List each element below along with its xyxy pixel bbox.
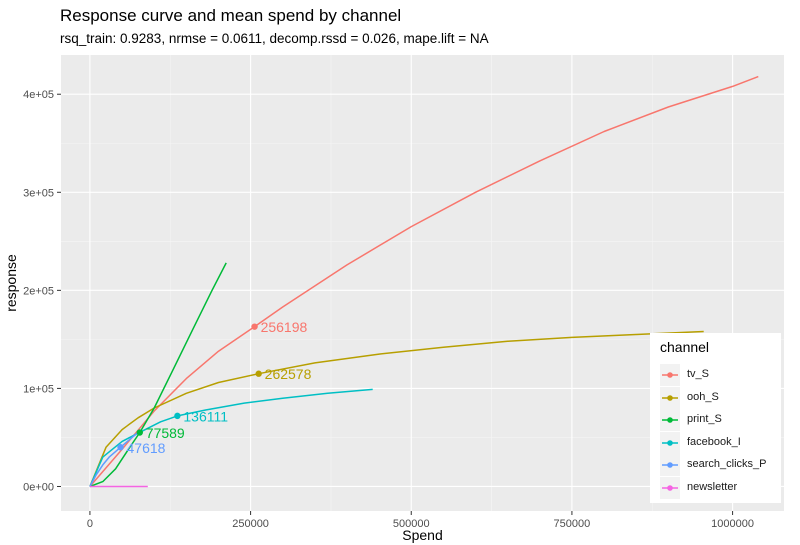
- legend-label: newsletter: [687, 480, 738, 493]
- legend-label: facebook_I: [687, 435, 741, 448]
- legend-key-newsletter: [660, 476, 680, 499]
- x-tick-label: 750000: [554, 518, 591, 530]
- y-tick-label: 2e+05: [23, 285, 54, 297]
- legend-key-tv_S: [660, 364, 680, 386]
- series-line-tv_S: [89, 75, 759, 487]
- mean-point-facebook_I: [174, 412, 181, 420]
- x-tick-label: 500000: [393, 518, 430, 530]
- chart-title: Response curve and mean spend by channel: [60, 6, 402, 25]
- mean-point-tv_S: [251, 323, 258, 330]
- legend-key-facebook_I: [660, 431, 680, 454]
- x-tick-label: 0: [87, 518, 93, 530]
- x-tick-label: 1000000: [711, 518, 754, 530]
- legend-item-print_S: print_S: [660, 409, 780, 431]
- legend-label: search_clicks_P: [687, 458, 767, 470]
- series-line-print_S: [89, 262, 227, 488]
- y-tick-label: 0e+00: [23, 481, 54, 493]
- legend-item-search_clicks_P: search_clicks_P: [660, 454, 780, 476]
- legend-label: print_S: [687, 413, 722, 425]
- legend-key-ooh_S: [660, 386, 680, 409]
- y-tick-label: 1e+05: [23, 383, 54, 395]
- y-tick-label: 3e+05: [23, 187, 54, 199]
- legend-item-tv_S: tv_S: [660, 364, 780, 386]
- y-tick-label: 4e+05: [23, 89, 54, 101]
- mean-label-print_S: 77589: [146, 425, 185, 441]
- mean-label-search_clicks_P: 47618: [127, 440, 166, 456]
- series-line-search_clicks_P: [89, 431, 139, 487]
- mean-point-print_S: [136, 429, 143, 436]
- legend-key-search_clicks_P: [660, 454, 680, 476]
- legend-label: ooh_S: [687, 390, 719, 403]
- mean-label-facebook_I: 136111: [183, 408, 228, 424]
- legend-key-print_S: [660, 409, 680, 431]
- legend-label: tv_S: [687, 368, 710, 380]
- legend-item-facebook_I: facebook_I: [660, 431, 780, 454]
- mean-label-tv_S: 256198: [261, 319, 308, 335]
- mean-label-ooh_S: 262578: [265, 366, 312, 382]
- y-axis-title: response: [3, 254, 19, 312]
- chart-subtitle: rsq_train: 0.9283, nrmse = 0.0611, decom…: [60, 31, 489, 46]
- x-tick-label: 250000: [232, 518, 269, 530]
- legend-item-ooh_S: ooh_S: [660, 386, 780, 409]
- legend-title: channel: [660, 339, 710, 355]
- mean-point-ooh_S: [255, 370, 262, 377]
- mean-point-search_clicks_P: [117, 444, 124, 451]
- x-axis-title: Spend: [402, 527, 442, 543]
- legend-item-newsletter: newsletter: [660, 476, 780, 499]
